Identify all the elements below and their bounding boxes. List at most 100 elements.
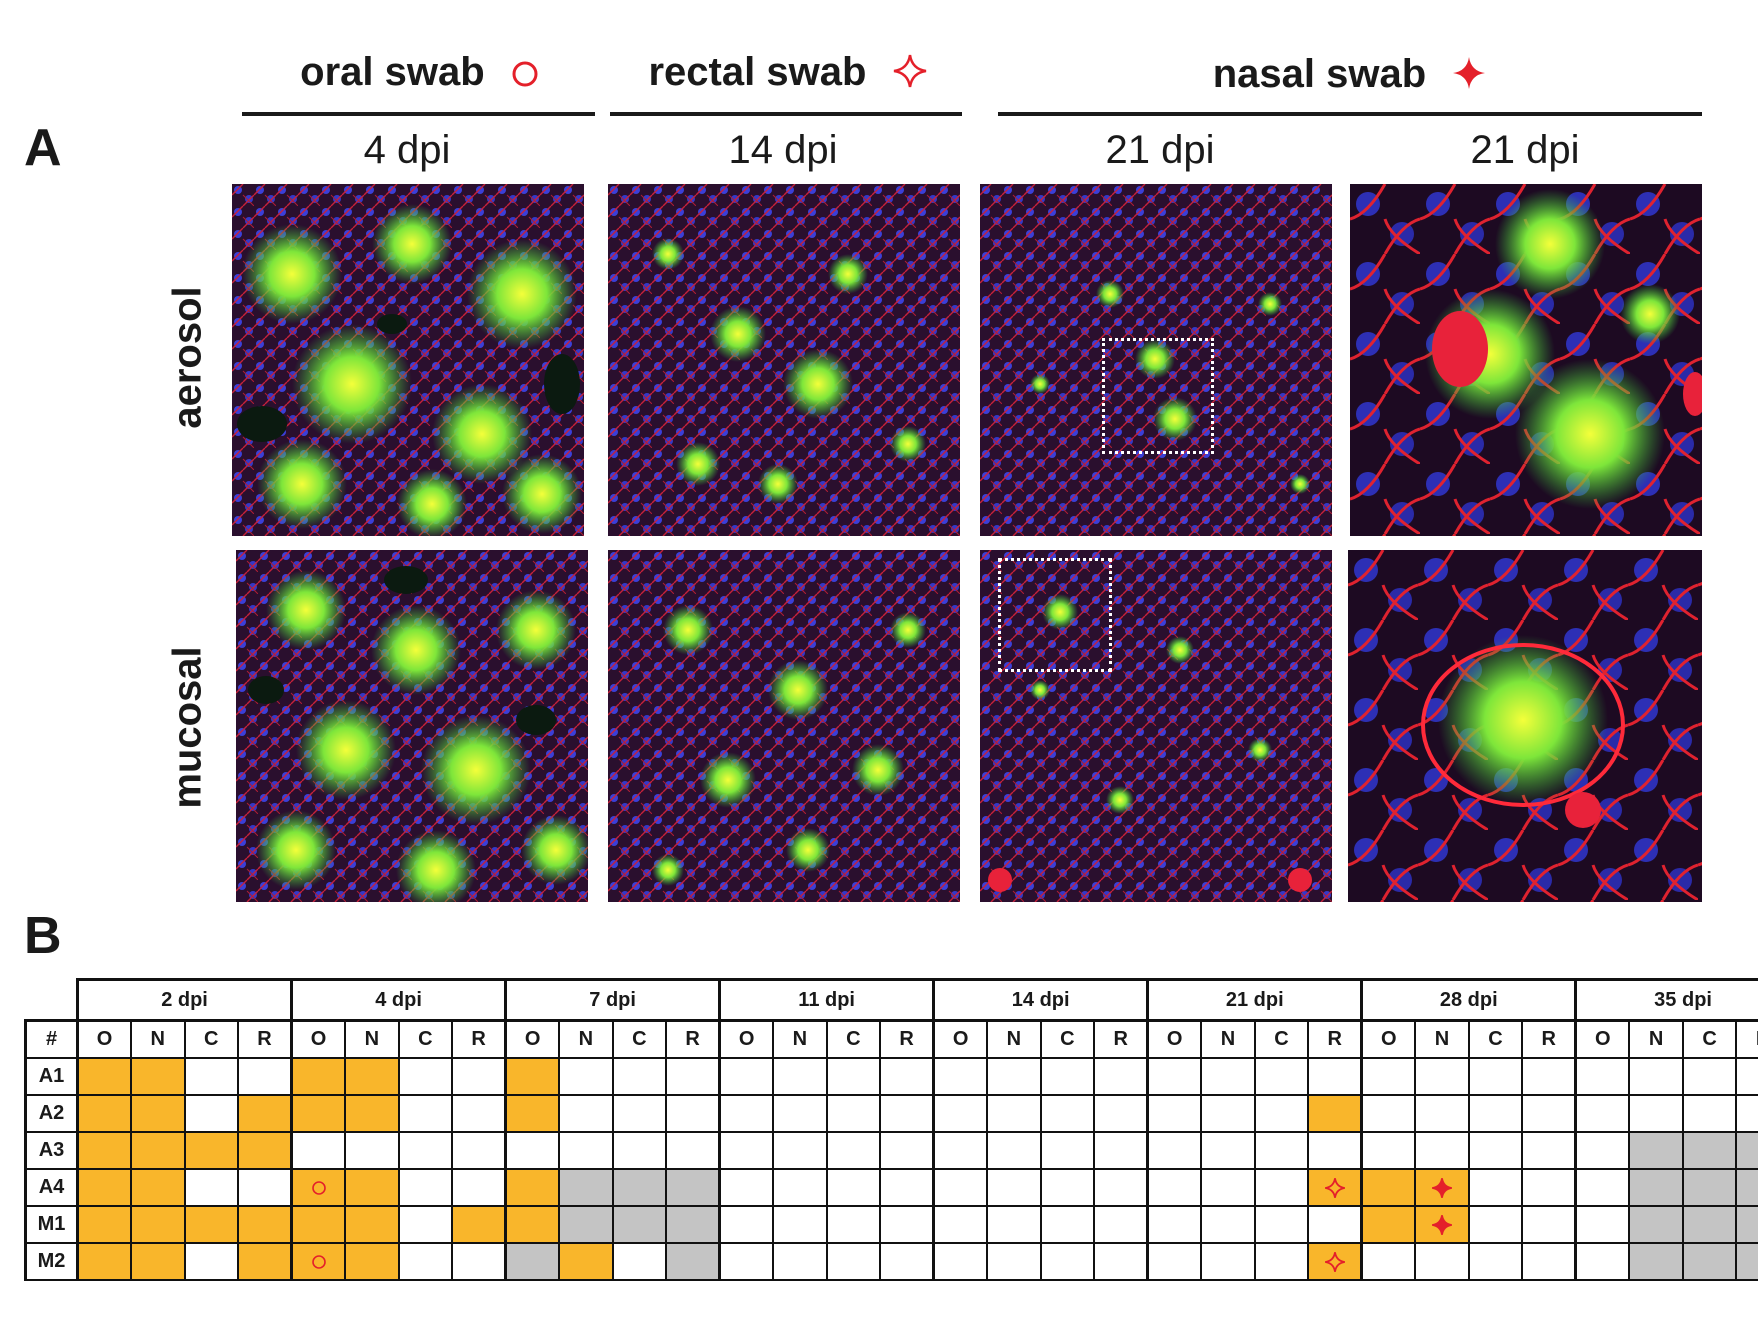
four-point-star-outline-icon xyxy=(1324,1251,1345,1272)
result-cell xyxy=(665,1242,721,1281)
sample-type-header: O xyxy=(1360,1019,1417,1059)
circle-outline-icon xyxy=(311,1180,326,1195)
result-cell xyxy=(237,1057,293,1096)
result-cell xyxy=(183,1168,239,1207)
zoom-region-box xyxy=(998,558,1112,672)
result-cell xyxy=(1735,1205,1758,1244)
result-cell xyxy=(451,1131,507,1170)
dpi-header: 35 dpi xyxy=(1574,978,1758,1022)
result-cell xyxy=(825,1094,882,1133)
result-cell xyxy=(1681,1205,1738,1244)
result-cell xyxy=(1628,1168,1684,1207)
result-cell xyxy=(932,1242,989,1281)
result-cell xyxy=(130,1057,186,1096)
result-cell xyxy=(397,1057,454,1096)
result-cell xyxy=(986,1242,1042,1281)
result-cell xyxy=(1039,1057,1096,1096)
result-cell xyxy=(986,1131,1042,1170)
result-cell xyxy=(344,1057,400,1096)
result-cell xyxy=(718,1094,775,1133)
result-cell xyxy=(825,1131,882,1170)
column-header-dpi: 4 dpi xyxy=(363,128,451,172)
sample-type-header: R xyxy=(1735,1019,1758,1059)
result-cell xyxy=(183,1057,239,1096)
rectal-group-rule xyxy=(610,112,962,116)
result-cell xyxy=(397,1094,454,1133)
result-cell xyxy=(1681,1094,1738,1133)
sample-type-header: C xyxy=(611,1019,668,1059)
sample-type-header: N xyxy=(344,1019,400,1059)
result-cell xyxy=(1628,1205,1684,1244)
sample-type-header: R xyxy=(1521,1019,1577,1059)
table-row: A4 xyxy=(24,1168,1758,1207)
result-cell xyxy=(1628,1057,1684,1096)
result-cell xyxy=(1253,1094,1310,1133)
sample-type-header: O xyxy=(1146,1019,1203,1059)
result-cell xyxy=(1039,1131,1096,1170)
sample-type-header: R xyxy=(1093,1019,1149,1059)
result-cell xyxy=(1681,1168,1738,1207)
swab-group-label: nasal swab xyxy=(1212,52,1427,96)
result-cell xyxy=(611,1057,668,1096)
result-cell xyxy=(986,1168,1042,1207)
micrograph-mucosal-14dpi xyxy=(608,550,960,902)
result-cell xyxy=(76,1242,132,1281)
sample-type-header: R xyxy=(1307,1019,1363,1059)
result-cell xyxy=(879,1242,935,1281)
result-cell xyxy=(772,1094,828,1133)
result-cell xyxy=(558,1057,614,1096)
result-cell xyxy=(718,1131,775,1170)
result-cell xyxy=(451,1168,507,1207)
sample-type-header: O xyxy=(504,1019,561,1059)
sample-type-header: C xyxy=(1681,1019,1738,1059)
four-point-star-outline-icon xyxy=(893,54,926,88)
result-cell xyxy=(290,1131,347,1170)
sample-type-header: N xyxy=(130,1019,186,1059)
result-cell xyxy=(1146,1242,1203,1281)
sample-type-header: O xyxy=(932,1019,989,1059)
sample-type-header: R xyxy=(879,1019,935,1059)
result-cell xyxy=(1574,1094,1631,1133)
table-row: M2 xyxy=(24,1242,1758,1281)
result-cell xyxy=(130,1168,186,1207)
result-cell xyxy=(1093,1094,1149,1133)
result-cell xyxy=(504,1094,561,1133)
result-cell xyxy=(237,1094,293,1133)
result-cell xyxy=(290,1168,347,1207)
result-cell xyxy=(183,1094,239,1133)
result-cell xyxy=(665,1094,721,1133)
four-point-star-outline-icon xyxy=(1324,1177,1345,1198)
table-row: A3 xyxy=(24,1131,1758,1170)
result-cell xyxy=(1307,1131,1363,1170)
result-cell xyxy=(825,1205,882,1244)
result-cell xyxy=(1200,1242,1256,1281)
animal-id: A1 xyxy=(24,1057,79,1096)
result-cell xyxy=(1039,1094,1096,1133)
sample-type-header: C xyxy=(1253,1019,1310,1059)
result-cell xyxy=(1735,1094,1758,1133)
result-cell xyxy=(1574,1131,1631,1170)
result-cell xyxy=(1200,1094,1256,1133)
result-cell xyxy=(558,1094,614,1133)
column-header-dpi: 14 dpi xyxy=(728,128,838,172)
result-cell xyxy=(718,1242,775,1281)
result-cell xyxy=(1628,1131,1684,1170)
dpi-header: 21 dpi xyxy=(1146,978,1363,1022)
result-cell xyxy=(1521,1242,1577,1281)
result-cell xyxy=(183,1242,239,1281)
result-cell xyxy=(397,1205,454,1244)
sample-type-header: C xyxy=(825,1019,882,1059)
result-cell xyxy=(986,1094,1042,1133)
result-cell xyxy=(1360,1094,1417,1133)
table-row: A1 xyxy=(24,1057,1758,1096)
column-header-dpi: 21 dpi xyxy=(1470,128,1580,172)
sample-type-header: N xyxy=(1628,1019,1684,1059)
result-cell xyxy=(1360,1205,1417,1244)
result-cell xyxy=(1467,1168,1524,1207)
dpi-header: 28 dpi xyxy=(1360,978,1577,1022)
result-cell xyxy=(1253,1131,1310,1170)
swab-group-nasal: nasal swab xyxy=(998,52,1702,97)
result-cell xyxy=(665,1205,721,1244)
nasal-group-rule xyxy=(998,112,1702,116)
result-cell xyxy=(1628,1242,1684,1281)
